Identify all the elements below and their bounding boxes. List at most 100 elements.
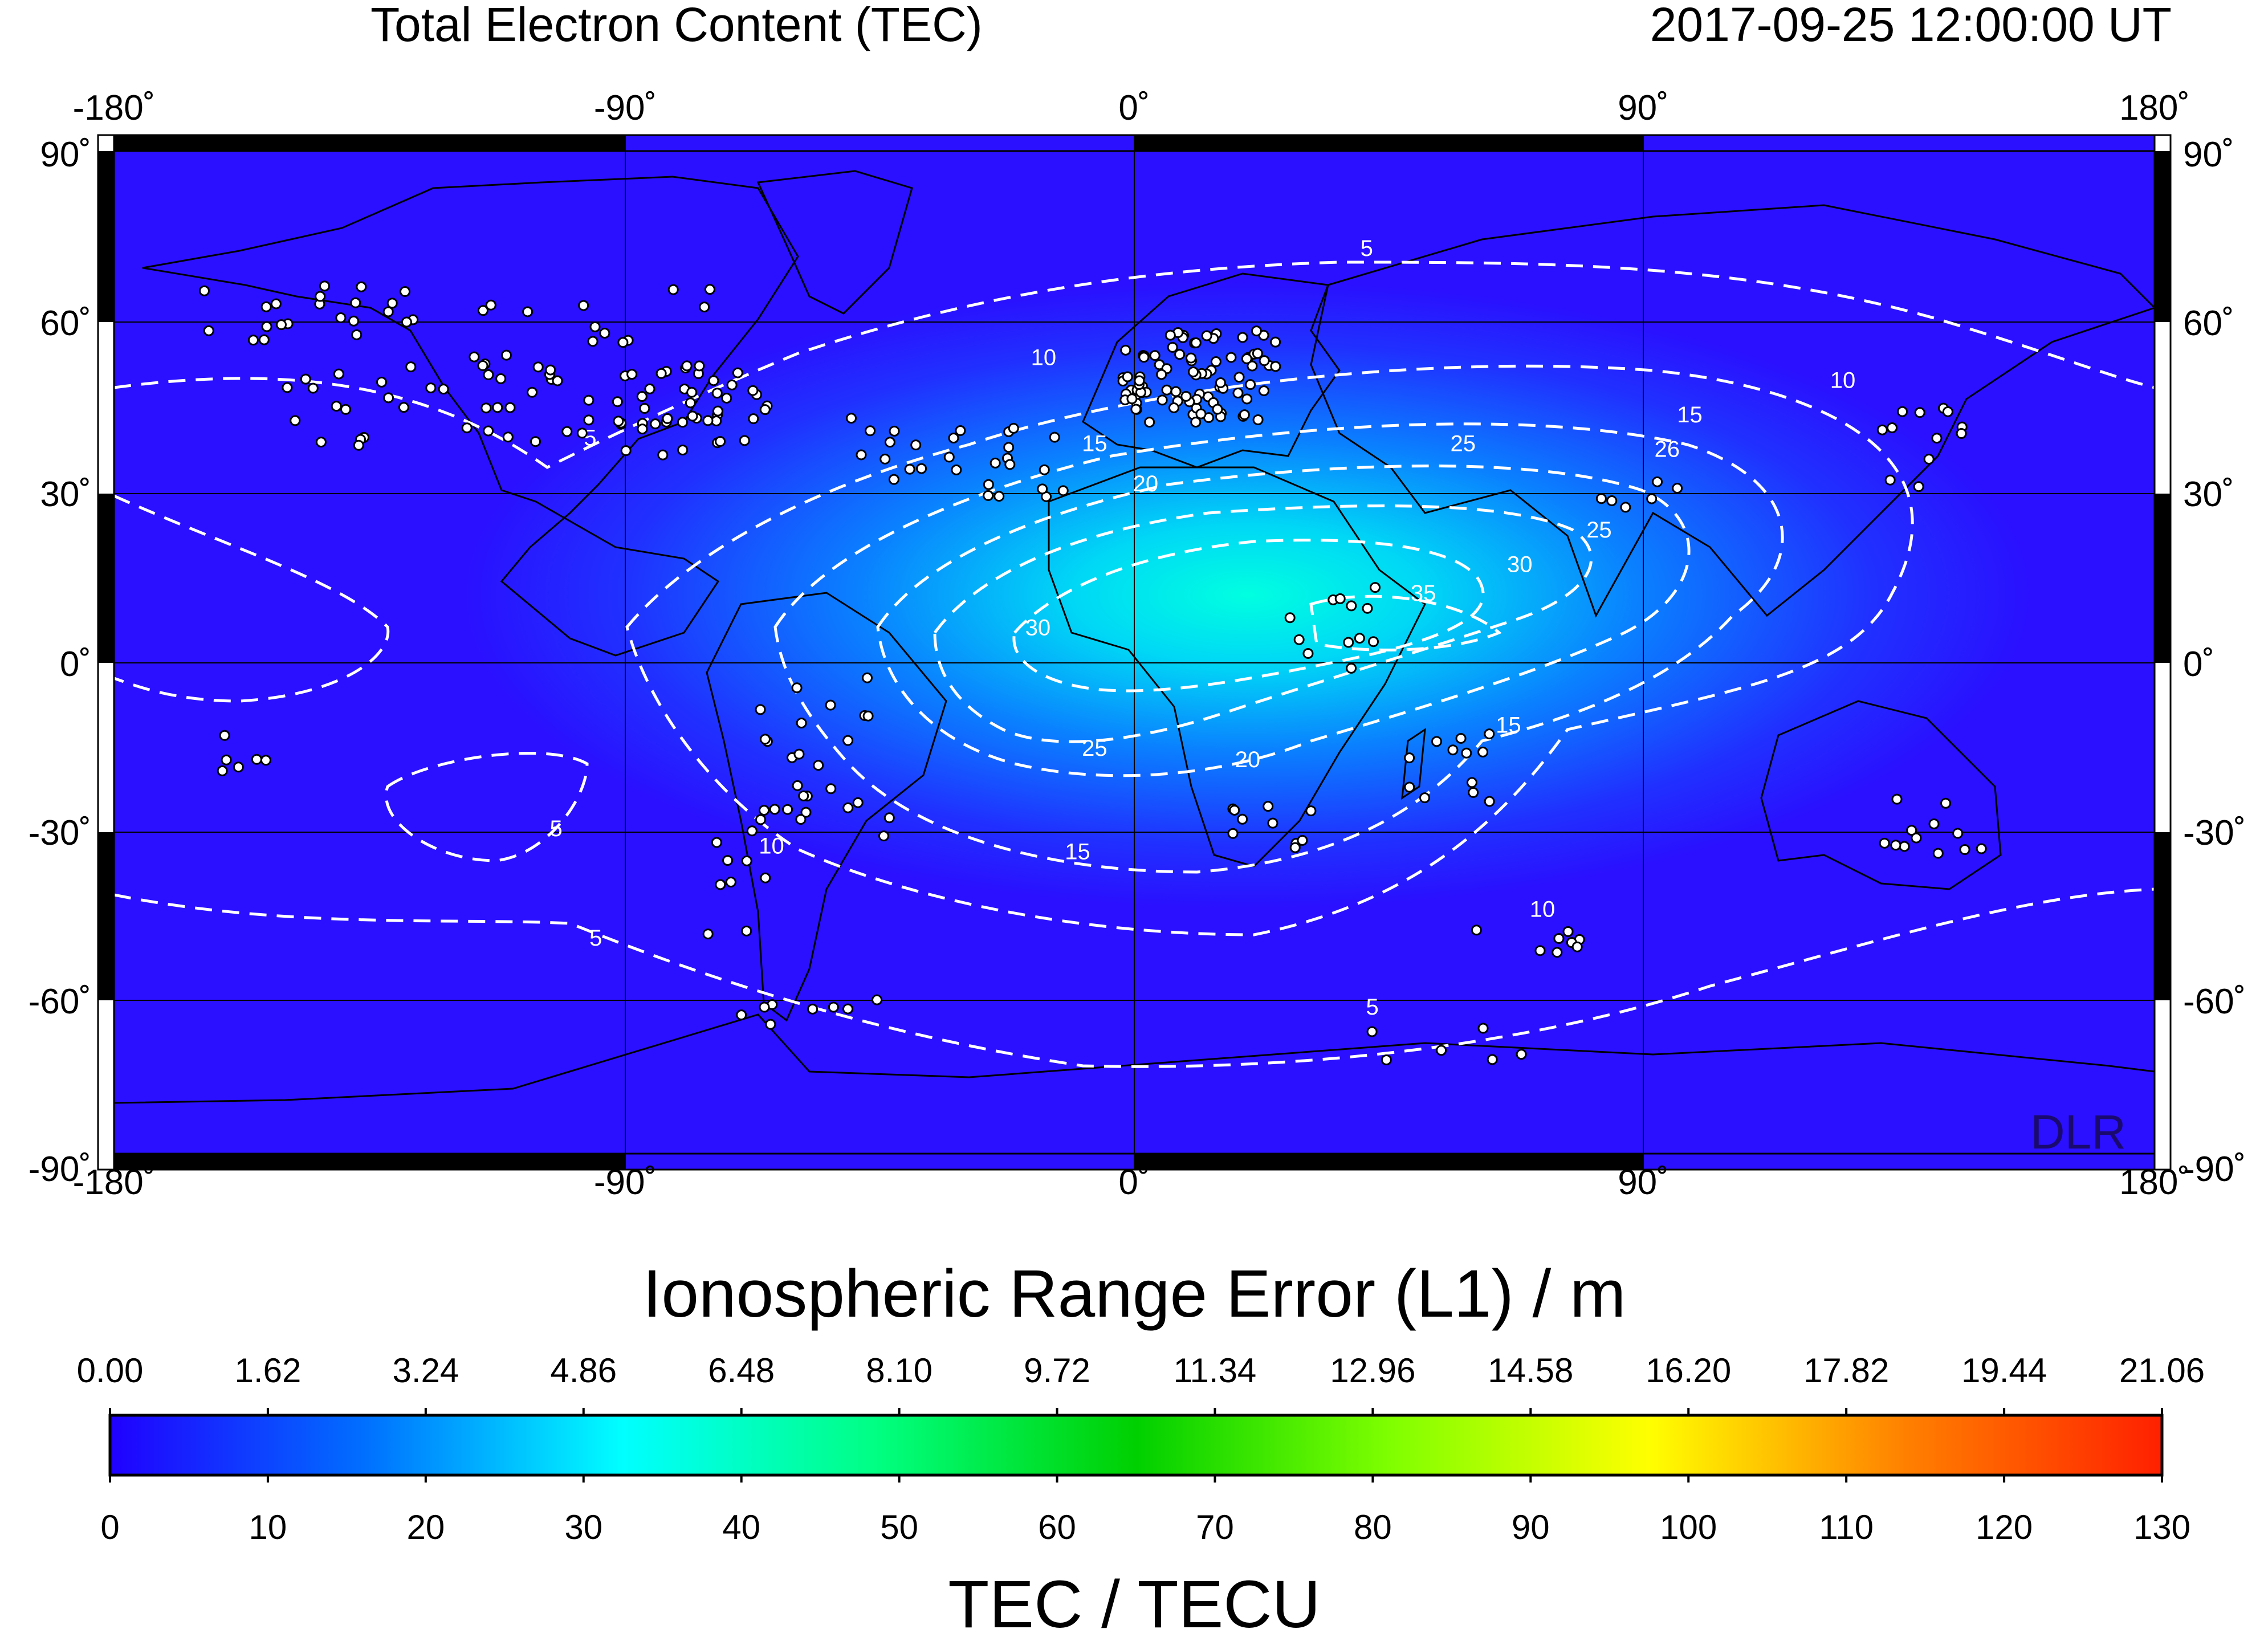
gnss-station-marker	[576, 427, 588, 439]
contour-label: 25	[1586, 518, 1612, 543]
gnss-station-marker	[1170, 386, 1182, 397]
gnss-station-marker	[483, 425, 494, 437]
gnss-station-marker	[1461, 747, 1472, 759]
range-error-tick: 11.34	[1174, 1351, 1257, 1390]
range-error-tick: 12.96	[1330, 1351, 1415, 1390]
contour-label: 5	[1366, 995, 1379, 1020]
gnss-station-marker	[1270, 336, 1281, 348]
gnss-station-marker	[1952, 828, 1964, 839]
contour-label: 30	[1025, 615, 1051, 640]
gnss-station-marker	[1368, 636, 1379, 647]
gnss-station-marker	[1595, 493, 1607, 504]
gnss-station-marker	[461, 422, 473, 434]
range-error-tick: 21.06	[2119, 1351, 2205, 1390]
gnss-station-marker	[1956, 428, 1967, 439]
gnss-station-marker	[993, 491, 1005, 502]
lat-tick-right: 30˚	[2183, 475, 2234, 514]
gnss-station-marker	[199, 285, 210, 296]
gnss-station-marker	[1229, 804, 1240, 816]
gnss-station-marker	[759, 734, 771, 745]
gnss-station-marker	[398, 402, 409, 413]
gnss-station-marker	[1436, 1045, 1447, 1056]
gnss-station-marker	[916, 463, 927, 474]
gnss-station-marker	[721, 393, 732, 404]
gnss-station-marker	[1932, 848, 1944, 859]
contour-label: 20	[1133, 471, 1159, 496]
gnss-station-marker	[1455, 732, 1467, 744]
gnss-station-marker	[1343, 637, 1354, 648]
gnss-station-marker	[1302, 647, 1314, 659]
gnss-station-marker	[1003, 442, 1015, 453]
gnss-station-marker	[217, 765, 228, 776]
lat-ticks-right: 90˚ 60˚ 30˚ 0˚ -30˚ -60˚ -90˚	[2183, 135, 2246, 1189]
gnss-station-marker	[1134, 375, 1145, 386]
range-error-tick: 6.48	[708, 1351, 775, 1390]
gnss-station-marker	[681, 360, 693, 372]
gnss-station-marker	[862, 710, 874, 722]
contour-label: 10	[1530, 897, 1556, 922]
lat-tick-right: 90˚	[2183, 135, 2234, 174]
gnss-station-marker	[599, 328, 610, 339]
range-error-tick: 16.20	[1646, 1351, 1731, 1390]
tec-tick: 60	[1038, 1508, 1076, 1546]
lon-tick-bottom: 0˚	[1118, 1163, 1150, 1202]
gnss-station-marker	[888, 474, 899, 485]
gnss-station-marker	[1891, 793, 1903, 805]
contour-label: 25	[1451, 431, 1476, 457]
gnss-station-marker	[759, 404, 771, 416]
contour-label: 30	[1507, 552, 1533, 577]
gnss-station-marker	[1252, 348, 1263, 359]
gnss-station-marker	[759, 805, 770, 816]
lon-ticks-bottom: -180˚ -90˚ 0˚ 90˚ 180˚	[73, 1163, 2190, 1202]
gnss-station-marker	[1037, 483, 1048, 495]
gnss-station-marker	[765, 1019, 776, 1030]
tec-tick: 120	[1976, 1508, 2033, 1546]
gnss-station-marker	[583, 414, 595, 426]
gnss-station-marker	[492, 402, 503, 413]
gnss-station-marker	[340, 404, 352, 415]
gnss-station-marker	[1201, 330, 1212, 341]
gnss-station-marker	[350, 297, 361, 308]
gnss-station-marker	[382, 306, 394, 317]
gnss-station-marker	[1346, 600, 1357, 612]
gnss-station-marker	[1876, 424, 1888, 435]
gnss-station-marker	[1923, 454, 1935, 465]
lat-tick-left: 0˚	[60, 645, 91, 684]
gnss-station-marker	[722, 855, 734, 866]
gnss-station-marker	[356, 281, 367, 292]
south-america-outline	[706, 592, 947, 1022]
gnss-station-marker	[702, 928, 714, 940]
range-error-tick: 8.10	[866, 1351, 933, 1390]
gnss-station-marker	[1381, 1054, 1392, 1065]
tec-colorbar	[108, 1414, 2164, 1477]
gnss-station-marker	[1293, 634, 1305, 645]
gnss-station-marker	[904, 463, 915, 475]
gnss-station-marker	[247, 335, 259, 346]
gnss-station-marker	[746, 825, 758, 837]
gnss-station-marker	[270, 298, 282, 309]
gnss-station-marker	[333, 368, 344, 380]
gnss-station-marker	[527, 386, 538, 398]
range-error-tick: 0.00	[77, 1351, 144, 1390]
gnss-station-marker	[1138, 352, 1150, 363]
gnss-station-marker	[578, 300, 589, 311]
tec-map: 555551010101015151515202025252526303035 …	[97, 134, 2172, 1171]
tec-tick: 100	[1660, 1508, 1717, 1546]
lat-tick-right: 0˚	[2183, 645, 2214, 684]
gnss-station-marker	[495, 373, 507, 384]
range-error-tick: 4.86	[550, 1351, 617, 1390]
gnss-station-marker	[500, 349, 512, 361]
gnss-station-marker	[715, 435, 726, 447]
contour-label: 5	[589, 926, 602, 951]
tec-tick: 20	[406, 1508, 445, 1546]
gnss-station-marker	[910, 439, 922, 451]
gnss-station-marker	[1215, 377, 1226, 389]
gnss-station-marker	[685, 397, 696, 409]
gnss-station-marker	[755, 704, 766, 715]
gnss-station-marker	[477, 360, 488, 372]
gnss-station-marker	[331, 401, 342, 412]
gnss-station-marker	[955, 425, 966, 436]
gnss-station-marker	[1552, 947, 1563, 958]
gnss-station-marker	[258, 334, 270, 345]
gnss-station-marker	[1354, 633, 1365, 644]
